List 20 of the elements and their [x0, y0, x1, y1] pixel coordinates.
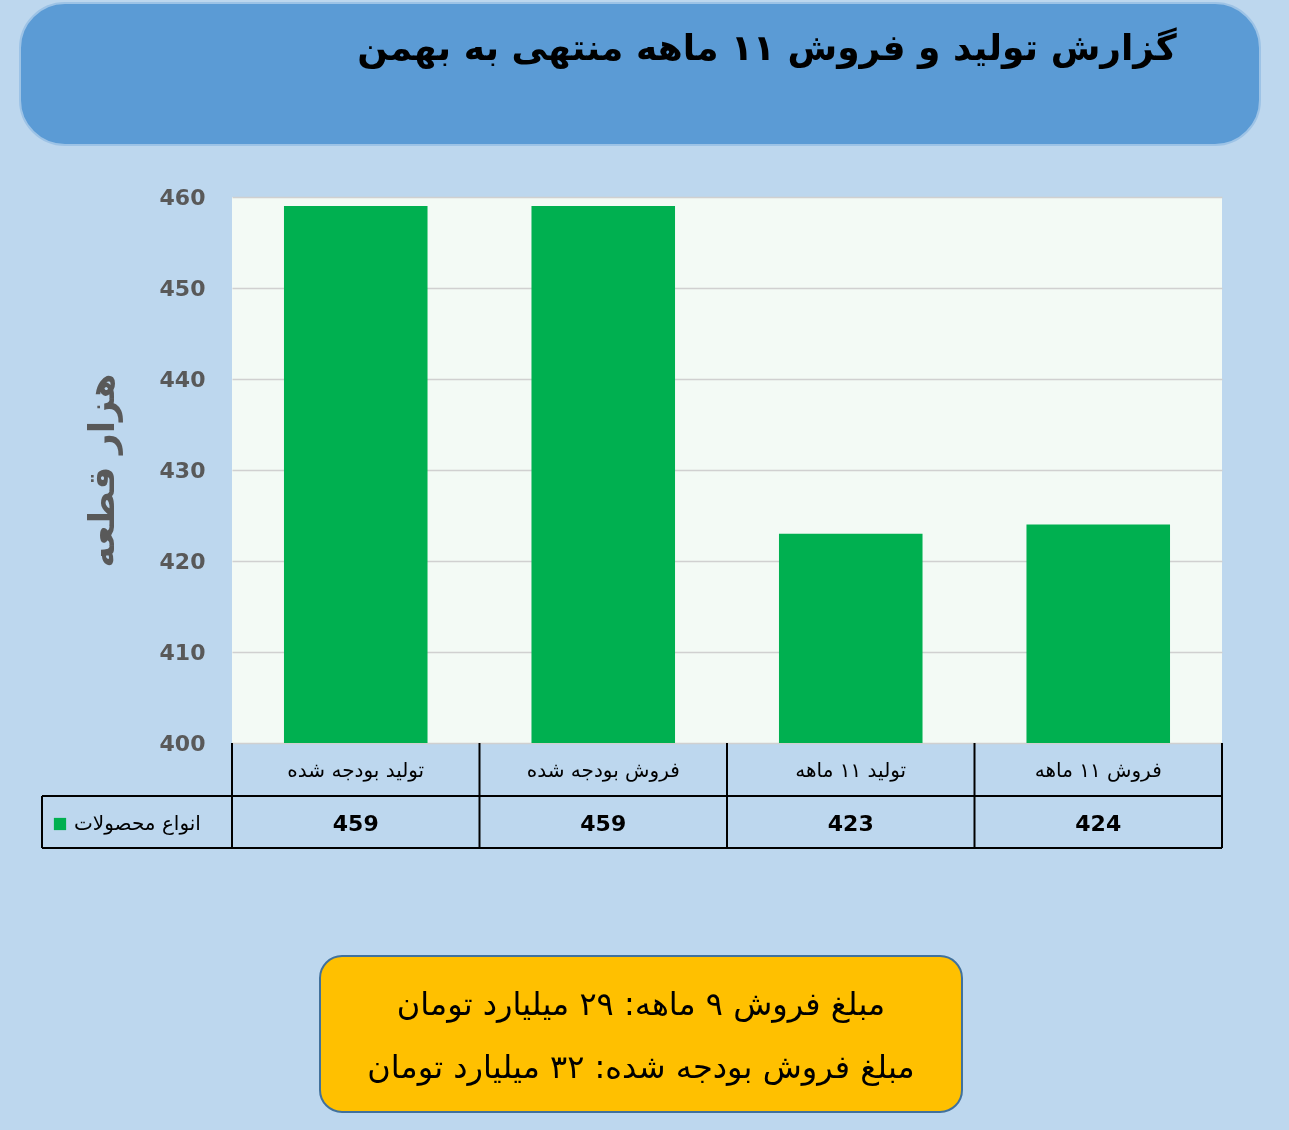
y-tick-label: 460	[159, 184, 206, 210]
data-label: 423	[827, 811, 874, 836]
chart-title: گزارش تولید و فروش ۱۱ ماهه منتهی به بهمن	[357, 27, 1177, 69]
data-label: 424	[1075, 811, 1122, 836]
text: مبلغ فروش بودجه شده: ۳۲ میلیارد تومان	[367, 1048, 915, 1086]
data-label: 459	[332, 811, 379, 836]
y-tick-label: 430	[159, 457, 206, 483]
y-tick-label: 450	[159, 275, 206, 301]
y-tick-label: 410	[159, 639, 206, 665]
data-label: 459	[580, 811, 627, 836]
y-tick-label: 420	[159, 548, 206, 574]
x-tick-label: فروش ۱۱ ماهه	[1034, 757, 1162, 782]
x-tick-label: تولید ۱۱ ماهه	[795, 757, 907, 782]
x-tick-label: فروش بودجه شده	[526, 757, 680, 782]
legend-label: انواع محصولات	[74, 811, 201, 835]
x-tick-label: تولید بودجه شده	[287, 757, 425, 782]
y-axis-title: هزار قطعه	[80, 373, 123, 568]
y-tick-label: 400	[159, 730, 206, 756]
y-tick-label: 440	[159, 366, 206, 392]
text: مبلغ فروش ۹ ماهه: ۲۹ میلیارد تومان	[396, 985, 886, 1023]
